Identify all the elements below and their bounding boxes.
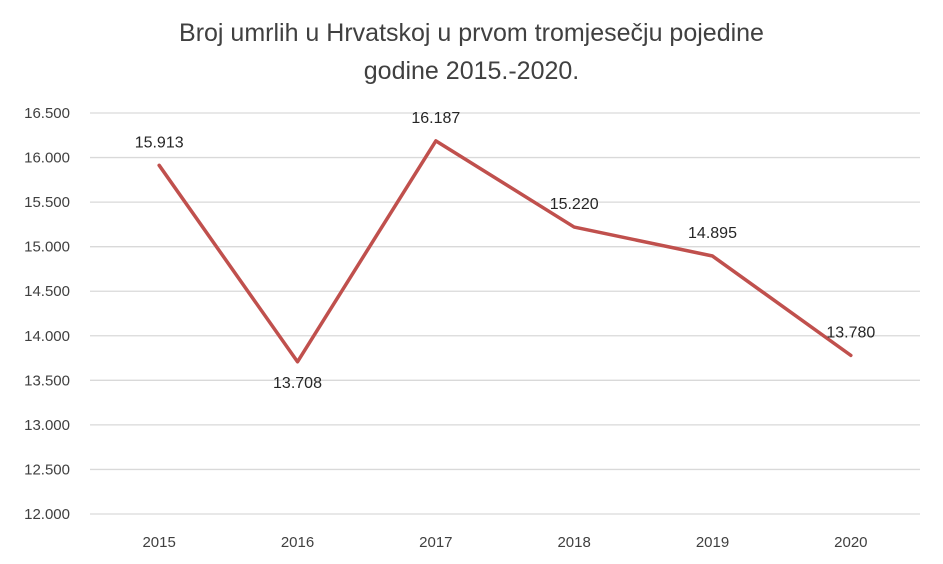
data-label-2018: 15.220 (550, 196, 599, 213)
series-line-group (157, 139, 853, 364)
data-label-2019: 14.895 (688, 225, 737, 242)
data-label-2020: 13.780 (826, 324, 875, 341)
x-axis: 2015 2016 2017 2018 2019 2020 (142, 534, 867, 551)
data-labels: 15.913 13.708 16.187 15.220 14.895 13.780 (135, 110, 876, 392)
data-label-2016: 13.708 (273, 375, 322, 392)
data-label-2017: 16.187 (411, 110, 460, 127)
chart-title-line-1: Broj umrlih u Hrvatskoj u prvom tromjese… (179, 19, 764, 47)
y-tick-label: 16.500 (24, 105, 70, 122)
x-tick-label: 2015 (142, 534, 175, 551)
x-tick-label: 2020 (834, 534, 867, 551)
x-tick-label: 2017 (419, 534, 452, 551)
y-tick-label: 12.000 (24, 506, 70, 523)
gridlines (90, 112, 920, 515)
data-label-2015: 15.913 (135, 134, 184, 151)
y-tick-label: 12.500 (24, 461, 70, 478)
y-tick-label: 13.000 (24, 417, 70, 434)
y-tick-label: 14.500 (24, 283, 70, 300)
y-tick-label: 15.500 (24, 194, 70, 211)
x-tick-label: 2016 (281, 534, 314, 551)
series-line (157, 139, 853, 364)
chart-title: Broj umrlih u Hrvatskoj u prvom tromjese… (0, 14, 943, 90)
y-axis: 12.000 12.500 13.000 13.500 14.000 14.500 15.0… (24, 105, 70, 523)
y-tick-label: 15.000 (24, 239, 70, 256)
chart-title-line-2: godine 2015.-2020. (363, 57, 580, 85)
x-tick-label: 2018 (557, 534, 590, 551)
x-tick-label: 2019 (696, 534, 729, 551)
y-tick-label: 14.000 (24, 328, 70, 345)
y-tick-label: 13.500 (24, 372, 70, 389)
y-tick-label: 16.000 (24, 150, 70, 167)
